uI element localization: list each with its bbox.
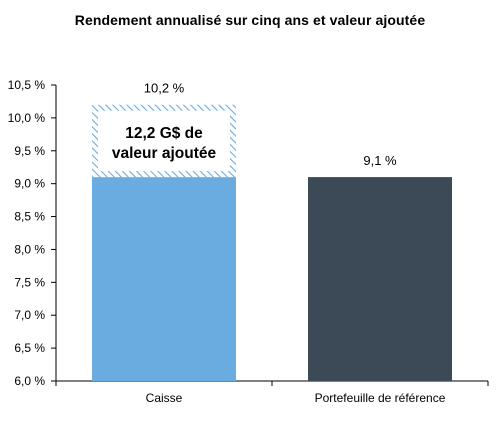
- chart-title: Rendement annualisé sur cinq ans et vale…: [74, 12, 426, 28]
- y-tick-label: 7,5 %: [14, 275, 45, 289]
- y-tick-label: 7,0 %: [14, 308, 45, 322]
- y-tick-label: 10,0 %: [8, 111, 46, 125]
- added-value-label-box: [98, 110, 230, 172]
- y-tick-label: 8,0 %: [14, 242, 45, 256]
- y-tick-label: 9,0 %: [14, 177, 45, 191]
- bar-value-label: 10,2 %: [144, 81, 185, 96]
- bar-caisse-base: [92, 177, 236, 381]
- x-tick-label: Caisse: [146, 391, 183, 405]
- x-tick-label: Portefeuille de référence: [315, 391, 446, 405]
- y-tick-label: 10,5 %: [8, 78, 46, 92]
- y-tick-label: 6,5 %: [14, 341, 45, 355]
- bar-reference: [308, 177, 452, 381]
- y-tick-label: 6,0 %: [14, 374, 45, 388]
- y-tick-label: 8,5 %: [14, 210, 45, 224]
- bar-value-label: 9,1 %: [363, 153, 397, 168]
- y-tick-label: 9,5 %: [14, 144, 45, 158]
- added-value-annotation: valeur ajoutée: [112, 145, 217, 162]
- added-value-annotation: 12,2 G$ de: [125, 125, 203, 142]
